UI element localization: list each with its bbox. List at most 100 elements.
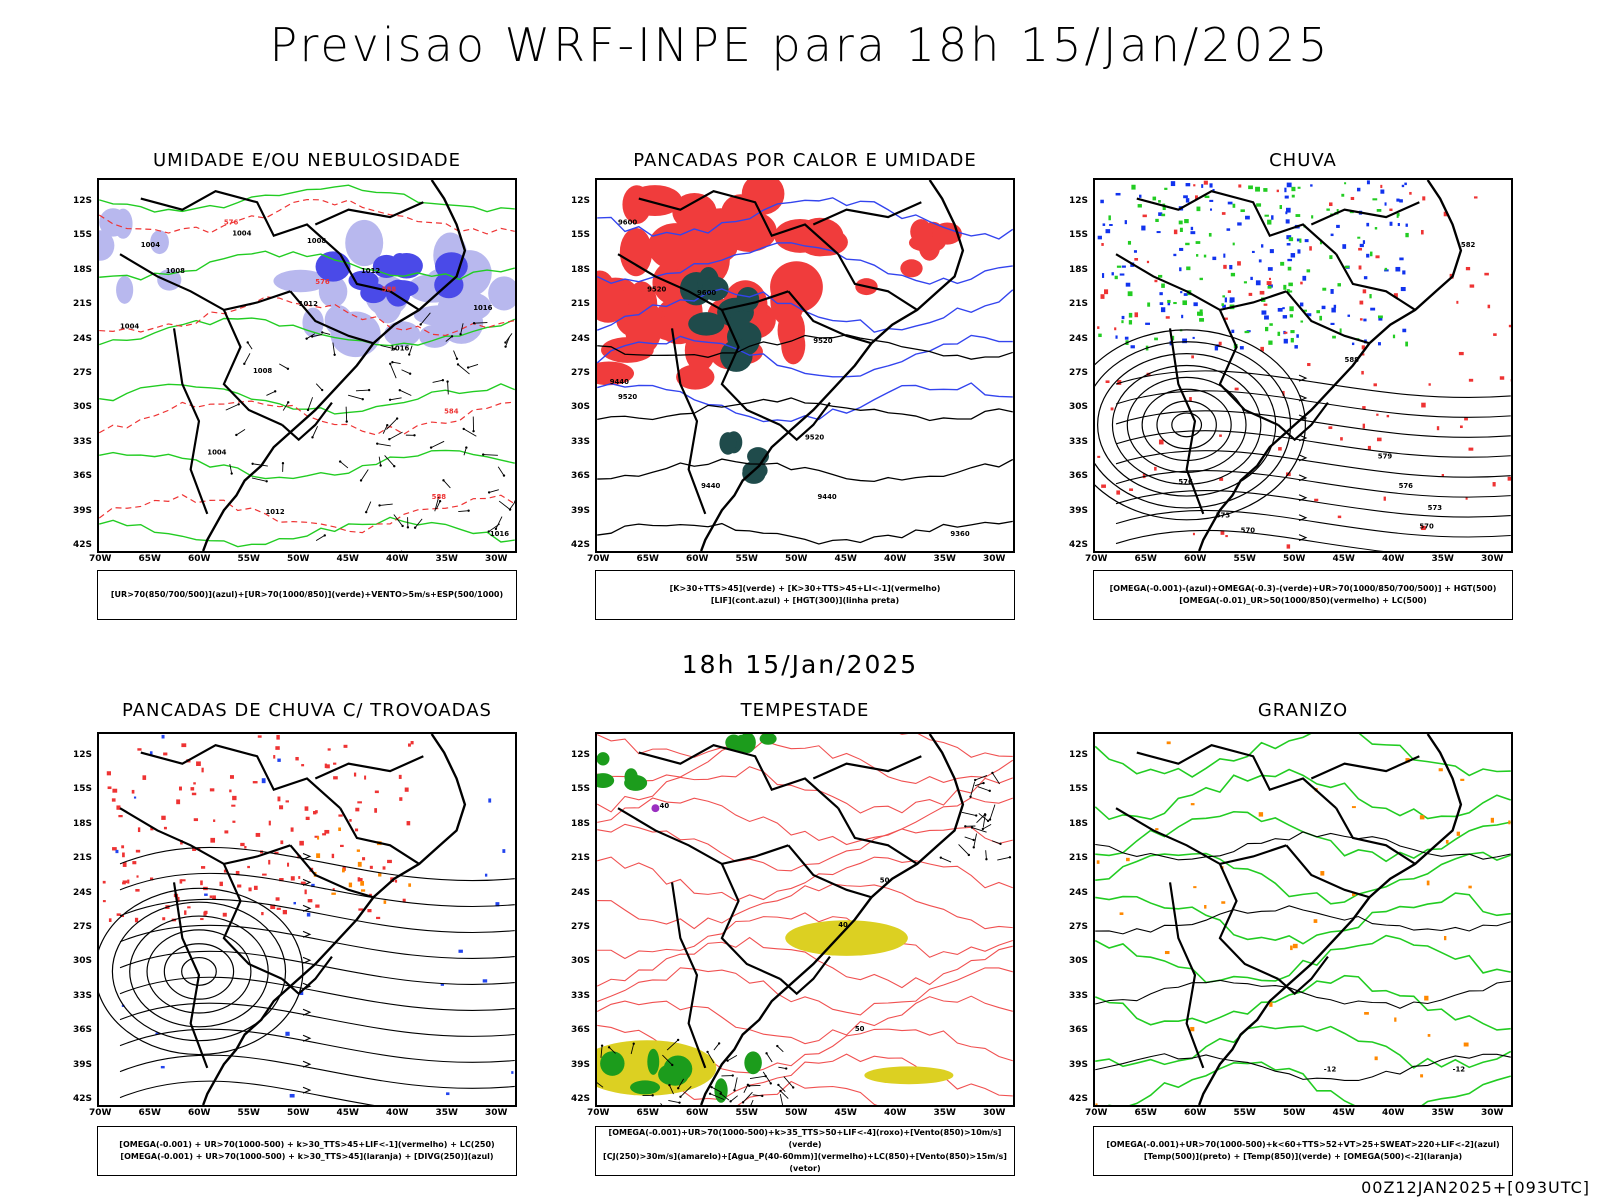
wind-vector-head [459, 333, 462, 336]
rain-green [1277, 331, 1281, 336]
storm-red [209, 788, 215, 792]
wind-vector-head [985, 858, 988, 861]
wind-vector-head [988, 818, 992, 821]
rain-red [1493, 333, 1497, 336]
wind-vector [345, 406, 348, 422]
wind-vector [970, 781, 976, 797]
wind-vector-head [677, 1087, 680, 1090]
panel-title-tempestade: TEMPESTADE [740, 700, 870, 721]
lat-tick-label: 36S [571, 1025, 591, 1036]
rain-red [1165, 316, 1170, 319]
rain-blue [1333, 304, 1337, 309]
wind-vector-head [651, 1094, 654, 1097]
map-chuva: 582 588 579 576 576 573 573 570 570 [1093, 178, 1513, 553]
omega-orange [1292, 943, 1298, 949]
wind-vector-head [729, 1100, 732, 1103]
contour-label: 1008 [253, 367, 272, 375]
rain-green [1244, 330, 1250, 334]
map-canvas: 1004 1004 1008 1008 1012 1012 1016 1016 1004 1004… [99, 180, 515, 551]
wind-vector [734, 1077, 738, 1091]
wind-vector-head [779, 1089, 782, 1093]
storm-red [268, 859, 271, 865]
lat-tick-label: 33S [73, 990, 93, 1001]
wind-vector [677, 1078, 685, 1089]
wind-vector [355, 389, 370, 392]
lat-tick-label: 30S [73, 956, 93, 967]
rain-green [1221, 303, 1224, 307]
legend-line: [OMEGA(-0.001)+UR>70(1000-500)+k>35_TTS>… [608, 1128, 1002, 1149]
contour-label: 576 [224, 219, 239, 227]
rain-red [1409, 191, 1412, 195]
wind-vector [377, 443, 391, 447]
wind-vector [991, 840, 1001, 845]
wind-vector-head [243, 362, 246, 366]
rain-green [1185, 242, 1190, 246]
rain-red [1260, 346, 1264, 352]
rain-green [1248, 185, 1253, 190]
omega-orange [1126, 857, 1130, 862]
storm-red [222, 912, 227, 917]
rain-blue [1173, 253, 1177, 257]
rain-red [1329, 202, 1333, 207]
wind-vector-head [286, 367, 290, 370]
wind-vector-head [504, 341, 507, 344]
humidity-blue-light [99, 230, 115, 261]
wind-vector [457, 364, 470, 375]
rain-blue [1331, 307, 1336, 313]
storm-red [275, 746, 280, 750]
state-border [1310, 201, 1420, 226]
contour-label: 1008 [307, 237, 326, 245]
lon-tick-label: 65W [1134, 554, 1157, 564]
storm-red [235, 870, 240, 876]
rain-green [1405, 232, 1409, 238]
map-canvas: 9600 9520 9440 9520 9600 9520 9520 9440 9440 9360 [597, 180, 1013, 551]
storm-red [178, 786, 182, 791]
rain-green [1300, 320, 1304, 323]
wind-vector-head [406, 526, 410, 529]
storm-red [279, 805, 284, 810]
rain-blue [1133, 250, 1137, 253]
storm-red [364, 775, 367, 780]
storm-red [333, 776, 338, 780]
wind-vector [783, 1076, 794, 1088]
storm-red [121, 845, 125, 849]
omega-orange [1164, 950, 1170, 955]
rain-green [1337, 283, 1341, 287]
storm-red [402, 898, 406, 903]
wind-vector [463, 428, 477, 437]
lon-tick-label: 55W [1233, 554, 1256, 564]
wind-vector-head [710, 1085, 713, 1089]
wind-vector [680, 1085, 692, 1098]
lat-tick-label: 15S [1069, 230, 1089, 241]
rain-red [1224, 317, 1228, 320]
storm-red [121, 914, 125, 918]
rain-green [1171, 335, 1175, 341]
humidity-green-contour [99, 317, 515, 347]
rain-red [1142, 473, 1146, 479]
legend-line: [OMEGA(-0.001)+UR>70(1000-500)+k<60+TTS>… [1106, 1140, 1500, 1149]
lat-tick-label: 36S [571, 471, 591, 482]
rain-green [1290, 330, 1295, 334]
omega-orange [1490, 817, 1494, 823]
instability-green [736, 286, 760, 312]
lat-tick-label: 39S [571, 1059, 591, 1070]
storm-red [404, 787, 409, 792]
rain-red [1129, 488, 1134, 491]
contour-label: 1016 [390, 345, 409, 353]
streamline-arrow [302, 1086, 312, 1094]
rain-green [1268, 340, 1273, 345]
temp850-green-contour [1095, 974, 1511, 1031]
wind-vector-head [733, 1089, 736, 1092]
wind-vector-head [237, 403, 240, 406]
divergence-blue [502, 849, 506, 853]
storm-red [261, 911, 264, 916]
rain-green [1269, 323, 1273, 326]
storm-red [112, 788, 118, 793]
streamline [119, 1028, 515, 1063]
rain-blue [1115, 192, 1121, 196]
rain-red [1421, 402, 1426, 408]
wind-vector [347, 394, 363, 400]
rain-green [1121, 320, 1124, 324]
wind-vector-head [514, 500, 515, 503]
wind-vector [762, 1071, 772, 1084]
